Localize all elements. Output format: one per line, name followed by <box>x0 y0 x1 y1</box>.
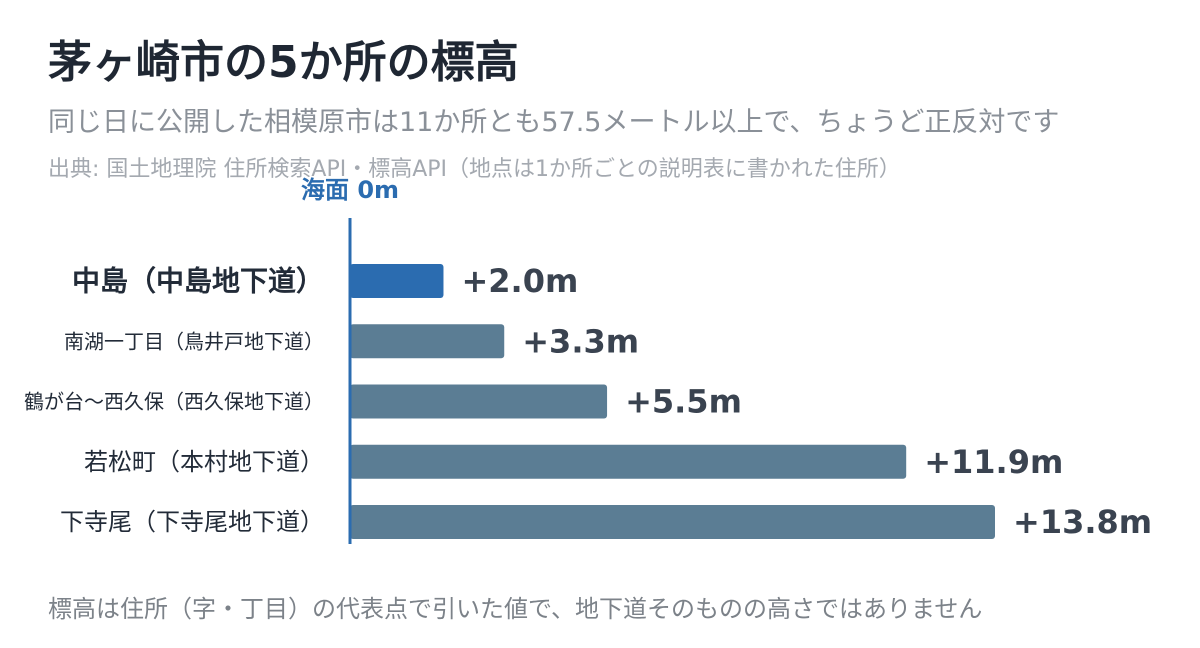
bar <box>350 384 608 419</box>
bar <box>350 444 907 479</box>
value-label: +11.9m <box>924 443 1063 481</box>
value-label: +5.5m <box>625 383 742 421</box>
value-label: +13.8m <box>1013 503 1152 541</box>
value-label: +2.0m <box>461 262 578 300</box>
value-label: +3.3m <box>522 322 639 360</box>
category-label: 若松町（本村地下道） <box>84 448 324 476</box>
bar <box>350 264 444 298</box>
chart-subtitle: 同じ日に公開した相模原市は11か所とも57.5メートル以上で、ちょうど正反対です <box>48 107 1060 138</box>
bar <box>350 505 995 539</box>
chart-title: 茅ヶ崎市の5か所の標高 <box>48 37 519 88</box>
category-label: 中島（中島地下道） <box>72 265 324 298</box>
bar <box>350 324 505 359</box>
reference-line-label: 海面 0m <box>301 176 399 204</box>
category-label: 下寺尾（下寺尾地下道） <box>60 508 324 536</box>
chart-footnote: 標高は住所（字・丁目）の代表点で引いた値で、地下道そのものの高さではありません <box>48 595 983 623</box>
category-label: 鶴が台〜西久保（西久保地下道） <box>24 390 324 414</box>
category-label: 南湖一丁目（鳥井戸地下道） <box>64 329 324 353</box>
chart-source: 出典: 国土地理院 住所検索API・標高API（地点は1か所ごとの説明表に書かれ… <box>48 157 901 182</box>
